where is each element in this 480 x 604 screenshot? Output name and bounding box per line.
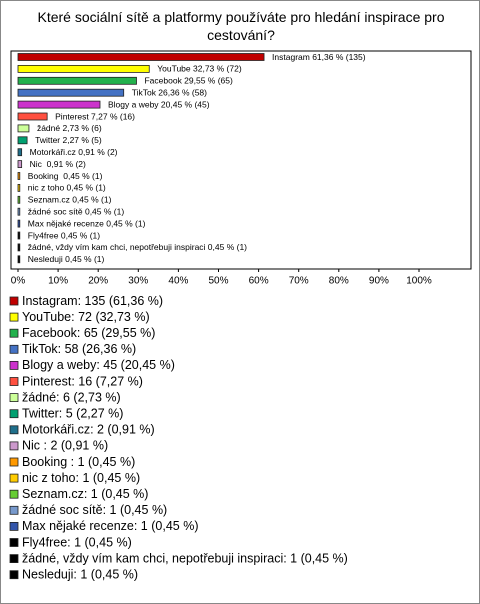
bar (17, 243, 21, 252)
legend-label: Twitter: 5 (2,27 %) (22, 406, 123, 420)
legend-swatch (9, 570, 19, 580)
value-label: Facebook 29,55 % (65) (144, 76, 233, 86)
bar (17, 100, 101, 109)
value-label: žádné soc sítě 0,45 % (1) (28, 206, 125, 216)
bar (17, 136, 28, 145)
value-label: Booking 0,45 % (1) (28, 171, 103, 181)
value-label: YouTube 32,73 % (72) (157, 64, 242, 74)
legend-label: žádné, vždy vím kam chci, nepotřebuji in… (22, 551, 348, 565)
legend-label: Booking : 1 (0,45 %) (22, 455, 135, 469)
x-tick-label: 10% (48, 276, 68, 287)
bar (17, 183, 21, 192)
value-label: žádné 2,73 % (6) (37, 123, 102, 133)
bar (17, 207, 21, 216)
legend-swatch (9, 425, 19, 435)
value-label: Nesleduji 0,45 % (1) (28, 254, 105, 264)
x-tick-label: 0% (11, 276, 26, 287)
value-label: nic z toho 0,45 % (1) (28, 183, 106, 193)
value-label: TikTok 26,36 % (58) (132, 87, 207, 97)
bar (17, 124, 30, 133)
legend-label: Max nějaké recenze: 1 (0,45 %) (22, 519, 198, 533)
legend-label: žádné soc sítě: 1 (0,45 %) (22, 503, 167, 517)
legend-swatch (9, 393, 19, 403)
x-tick-label: 100% (406, 276, 432, 287)
value-label: Instagram 61,36 % (135) (272, 52, 366, 62)
legend-swatch (9, 522, 19, 531)
value-label: Pinterest 7,27 % (16) (55, 111, 135, 121)
x-tick-label: 60% (249, 276, 269, 287)
legend-swatch (9, 377, 19, 386)
legend-label: nic z toho: 1 (0,45 %) (22, 471, 140, 485)
legend-label: Pinterest: 16 (7,27 %) (22, 374, 143, 388)
x-tick-label: 50% (208, 276, 228, 287)
legend-label: YouTube: 72 (32,73 %) (22, 310, 150, 324)
legend-label: Nic : 2 (0,91 %) (22, 439, 108, 453)
x-tick-label: 70% (289, 276, 309, 287)
legend-swatch (9, 441, 19, 451)
legend-label: Instagram: 135 (61,36 %) (22, 294, 163, 308)
legend-label: Seznam.cz: 1 (0,45 %) (22, 487, 148, 501)
legend-label: žádné: 6 (2,73 %) (22, 390, 121, 404)
legend-label: Motorkáři.cz: 2 (0,91 %) (22, 423, 155, 437)
x-tick-label: 20% (88, 276, 108, 287)
bar (17, 53, 265, 61)
value-label: Max nějaké recenze 0,45 % (1) (28, 218, 146, 228)
plot-frame (10, 50, 472, 270)
legend-swatch (9, 457, 19, 467)
value-label: Fly4free 0,45 % (1) (28, 230, 100, 240)
legend-label: Facebook: 65 (29,55 %) (22, 326, 155, 340)
bar (17, 76, 137, 85)
bar (17, 219, 21, 228)
value-label: Motorkáři.cz 0,91 % (2) (30, 147, 118, 157)
bar (17, 255, 21, 264)
legend-swatch (9, 505, 19, 515)
x-tick-label: 90% (369, 276, 389, 287)
x-tick-label: 30% (128, 276, 148, 287)
legend-label: Fly4free: 1 (0,45 %) (22, 535, 132, 549)
bar (17, 195, 21, 204)
legend-label: TikTok: 58 (26,36 %) (22, 342, 136, 356)
legend-swatch (9, 344, 19, 354)
bar (17, 112, 48, 121)
bar (17, 160, 23, 169)
value-label: Seznam.cz 0,45 % (1) (28, 195, 112, 205)
legend-swatch (9, 538, 19, 547)
legend-swatch (9, 489, 19, 499)
bar (17, 172, 21, 180)
bar (17, 148, 23, 157)
bar (17, 88, 125, 97)
value-label: Nic 0,91 % (2) (30, 159, 86, 169)
legend-label: Blogy a weby: 45 (20,45 %) (22, 358, 175, 372)
legend-swatch (9, 360, 19, 370)
x-tick-label: 40% (168, 276, 188, 287)
bar (17, 231, 21, 240)
legend-swatch (9, 312, 19, 322)
legend-swatch (9, 409, 19, 419)
value-label: Blogy a weby 20,45 % (45) (108, 99, 210, 109)
legend-swatch (9, 328, 19, 338)
x-tick-label: 80% (329, 276, 349, 287)
chart-title: Které sociální sítě a platformy používát… (37, 9, 445, 43)
value-label: žádné, vždy vím kam chci, nepotřebuji in… (28, 242, 247, 252)
bar (17, 65, 150, 73)
legend-label: Nesleduji: 1 (0,45 %) (22, 567, 138, 581)
legend-swatch (9, 296, 19, 306)
value-label: Twitter 2,27 % (5) (35, 135, 102, 145)
legend-swatch (9, 554, 19, 563)
legend-swatch (9, 473, 19, 483)
